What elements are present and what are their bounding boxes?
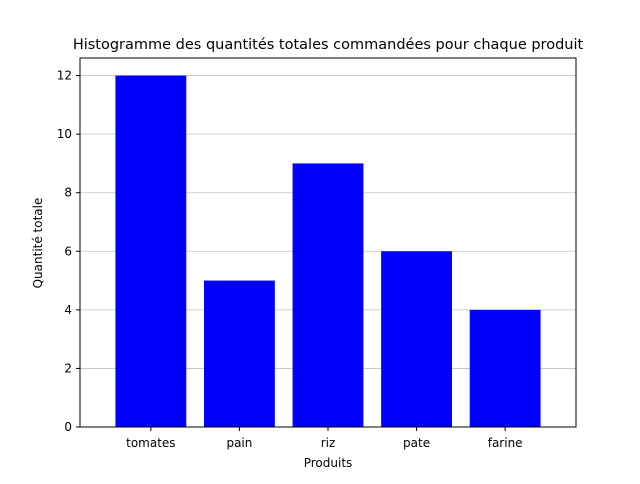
bars <box>115 75 541 428</box>
y-tick-label: 10 <box>57 127 72 141</box>
x-axis-label: Produits <box>304 456 353 470</box>
tick-labels: 0 2 4 6 8 10 12 tomates pain riz pate farine <box>57 69 523 450</box>
x-tick-label-farine: farine <box>488 436 523 450</box>
y-tick-label: 12 <box>57 69 72 83</box>
x-tick-label-tomates: tomates <box>126 436 175 450</box>
axes <box>76 57 577 431</box>
y-tick-label: 8 <box>64 186 72 200</box>
bar-pain <box>204 280 275 427</box>
x-tick-label-riz: riz <box>321 436 336 450</box>
bar-riz <box>292 163 364 427</box>
chart-title: Histogramme des quantités totales comman… <box>73 37 584 53</box>
x-tick-label-pain: pain <box>226 436 252 450</box>
x-tick-label-pate: pate <box>403 436 430 450</box>
bar-pate <box>381 251 452 427</box>
bar-farine <box>469 309 541 427</box>
y-tick-label: 0 <box>64 420 72 434</box>
y-tick-label: 6 <box>64 244 72 258</box>
bar-tomates <box>115 75 187 428</box>
y-tick-label: 4 <box>64 303 72 317</box>
y-axis-label: Quantité totale <box>31 198 45 289</box>
y-tick-label: 2 <box>64 361 72 375</box>
